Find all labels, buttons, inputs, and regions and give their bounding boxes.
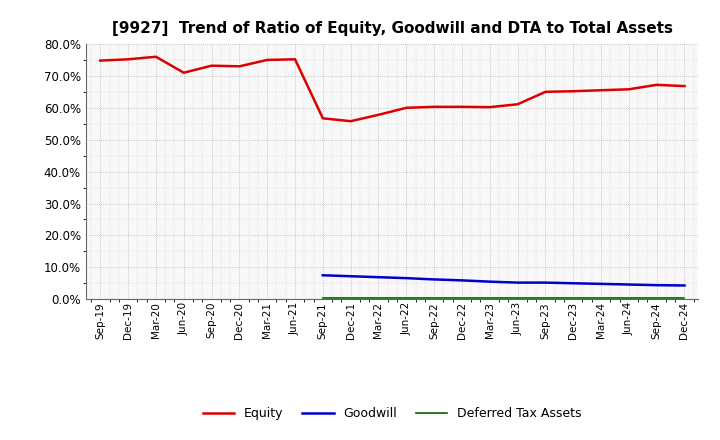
Deferred Tax Assets <box>402 296 410 301</box>
Goodwill <box>569 281 577 286</box>
Deferred Tax Assets <box>346 296 355 301</box>
Deferred Tax Assets <box>680 296 689 301</box>
Equity <box>374 112 383 117</box>
Goodwill <box>513 280 522 285</box>
Equity <box>152 54 161 59</box>
Deferred Tax Assets <box>458 296 467 301</box>
Goodwill <box>597 281 606 286</box>
Goodwill <box>402 275 410 281</box>
Goodwill <box>374 275 383 280</box>
Goodwill <box>485 279 494 284</box>
Goodwill <box>458 278 467 283</box>
Equity <box>235 64 243 69</box>
Deferred Tax Assets <box>541 296 550 301</box>
Equity <box>541 89 550 95</box>
Equity <box>263 57 271 62</box>
Equity <box>597 88 606 93</box>
Deferred Tax Assets <box>652 296 661 301</box>
Goodwill <box>541 280 550 285</box>
Equity <box>179 70 188 75</box>
Equity <box>402 105 410 110</box>
Equity <box>569 88 577 94</box>
Title: [9927]  Trend of Ratio of Equity, Goodwill and DTA to Total Assets: [9927] Trend of Ratio of Equity, Goodwil… <box>112 21 673 36</box>
Goodwill <box>680 283 689 288</box>
Legend: Equity, Goodwill, Deferred Tax Assets: Equity, Goodwill, Deferred Tax Assets <box>198 403 587 425</box>
Equity <box>124 57 132 62</box>
Deferred Tax Assets <box>430 296 438 301</box>
Deferred Tax Assets <box>569 296 577 301</box>
Equity <box>513 102 522 107</box>
Equity <box>430 104 438 110</box>
Line: Equity: Equity <box>100 57 685 121</box>
Equity <box>96 58 104 63</box>
Deferred Tax Assets <box>374 296 383 301</box>
Equity <box>680 84 689 89</box>
Goodwill <box>652 282 661 288</box>
Goodwill <box>346 274 355 279</box>
Equity <box>291 57 300 62</box>
Deferred Tax Assets <box>513 296 522 301</box>
Deferred Tax Assets <box>597 296 606 301</box>
Line: Goodwill: Goodwill <box>323 275 685 286</box>
Equity <box>652 82 661 88</box>
Equity <box>318 116 327 121</box>
Equity <box>624 87 633 92</box>
Equity <box>346 118 355 124</box>
Equity <box>485 105 494 110</box>
Deferred Tax Assets <box>318 296 327 301</box>
Goodwill <box>318 273 327 278</box>
Deferred Tax Assets <box>485 296 494 301</box>
Equity <box>458 104 467 110</box>
Deferred Tax Assets <box>624 296 633 301</box>
Goodwill <box>430 277 438 282</box>
Equity <box>207 63 216 68</box>
Goodwill <box>624 282 633 287</box>
